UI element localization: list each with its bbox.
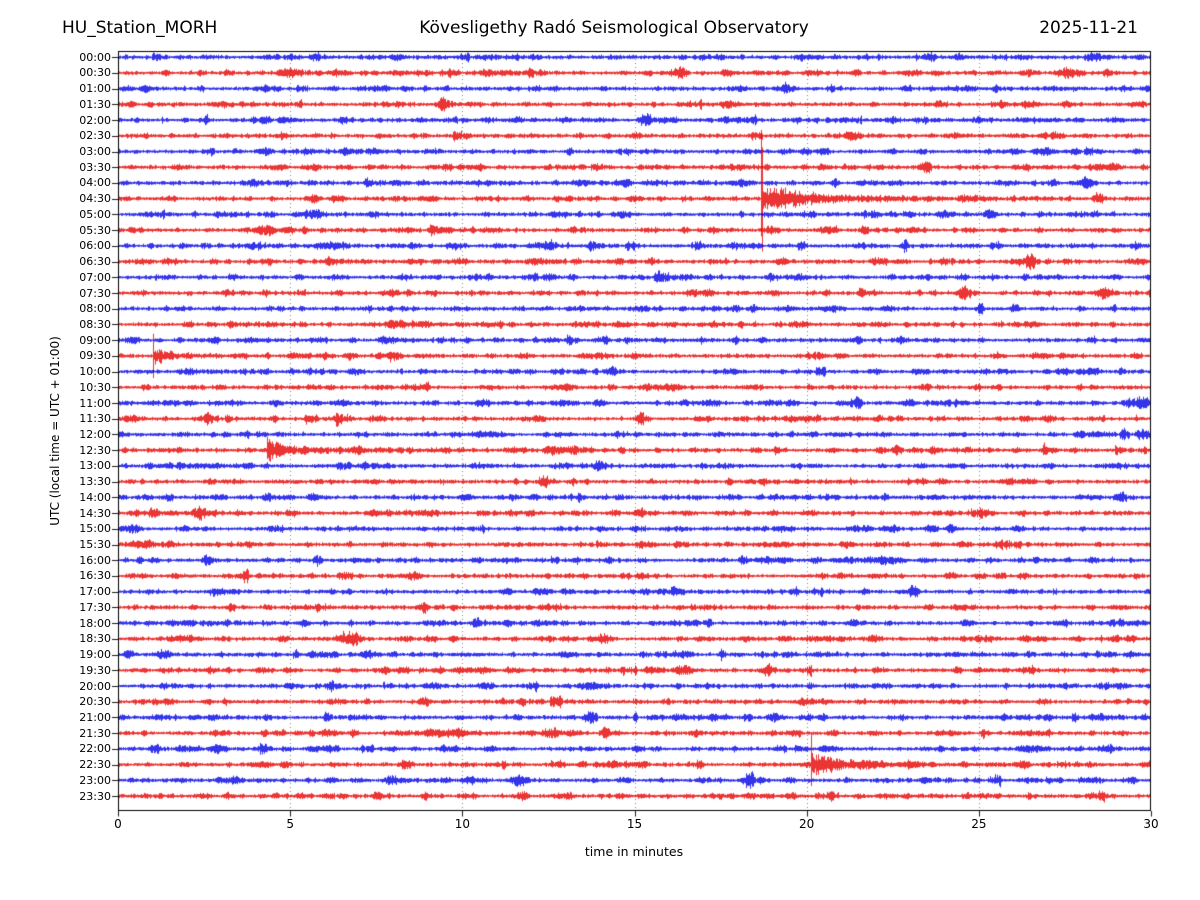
y-tick-label: 04:00 bbox=[79, 176, 111, 190]
y-tick-label: 08:30 bbox=[79, 317, 111, 331]
y-tick-label: 11:30 bbox=[79, 412, 111, 426]
y-tick-label: 15:30 bbox=[79, 538, 111, 552]
y-tick-label: 02:00 bbox=[79, 113, 111, 127]
y-tick-label: 05:30 bbox=[79, 223, 111, 237]
y-tick-label: 12:30 bbox=[79, 443, 111, 457]
y-tick-label: 06:00 bbox=[79, 239, 111, 253]
x-tick-label: 25 bbox=[971, 817, 987, 831]
y-tick-label: 20:30 bbox=[79, 695, 111, 709]
y-tick-label: 00:00 bbox=[79, 50, 111, 64]
y-tick-label: 21:00 bbox=[79, 710, 111, 724]
y-tick-label: 09:30 bbox=[79, 349, 111, 363]
y-tick-label: 09:00 bbox=[79, 333, 111, 347]
y-tick-label: 03:00 bbox=[79, 145, 111, 159]
x-tick-label: 10 bbox=[454, 817, 470, 831]
y-tick-label: 13:00 bbox=[79, 459, 111, 473]
y-tick-label: 08:00 bbox=[79, 302, 111, 316]
observatory-title: Kövesligethy Radó Seismological Observat… bbox=[419, 18, 809, 38]
y-tick-label: 19:00 bbox=[79, 648, 111, 662]
y-tick-label: 01:30 bbox=[79, 97, 111, 111]
y-tick-label: 17:00 bbox=[79, 585, 111, 599]
y-tick-label: 04:30 bbox=[79, 192, 111, 206]
y-tick-label: 05:00 bbox=[79, 207, 111, 221]
x-tick-label: 20 bbox=[799, 817, 815, 831]
y-tick-label: 12:00 bbox=[79, 427, 111, 441]
x-tick-label: 5 bbox=[286, 817, 294, 831]
station-title: HU_Station_MORH bbox=[62, 18, 218, 38]
y-tick-label: 22:30 bbox=[79, 758, 111, 772]
y-tick-label: 22:00 bbox=[79, 742, 111, 756]
y-tick-label: 07:30 bbox=[79, 286, 111, 300]
y-tick-label: 07:00 bbox=[79, 270, 111, 284]
y-tick-label: 15:00 bbox=[79, 522, 111, 536]
y-tick-label: 13:30 bbox=[79, 475, 111, 489]
y-tick-label: 17:30 bbox=[79, 600, 111, 614]
y-tick-label: 20:00 bbox=[79, 679, 111, 693]
y-tick-label: 10:00 bbox=[79, 365, 111, 379]
y-tick-label: 18:30 bbox=[79, 632, 111, 646]
y-tick-label: 18:00 bbox=[79, 616, 111, 630]
y-tick-label: 02:30 bbox=[79, 129, 111, 143]
date-label: 2025-11-21 bbox=[1039, 18, 1138, 38]
y-tick-label: 19:30 bbox=[79, 663, 111, 677]
y-tick-label: 16:00 bbox=[79, 553, 111, 567]
x-axis-label: time in minutes bbox=[584, 844, 684, 859]
y-tick-label: 10:30 bbox=[79, 380, 111, 394]
y-tick-label: 16:30 bbox=[79, 569, 111, 583]
x-tick-label: 30 bbox=[1143, 817, 1159, 831]
y-tick-label: 11:00 bbox=[79, 396, 111, 410]
y-tick-label: 00:30 bbox=[79, 66, 111, 80]
y-tick-label: 23:00 bbox=[79, 773, 111, 787]
y-tick-label: 14:00 bbox=[79, 490, 111, 504]
y-tick-label: 06:30 bbox=[79, 255, 111, 269]
x-tick-label: 0 bbox=[114, 817, 122, 831]
x-tick-label: 15 bbox=[626, 817, 643, 831]
y-tick-label: 01:00 bbox=[79, 82, 111, 96]
y-tick-label: 21:30 bbox=[79, 726, 111, 740]
y-tick-label: 03:30 bbox=[79, 160, 111, 174]
y-tick-label: 23:30 bbox=[79, 789, 111, 803]
y-tick-label: 14:30 bbox=[79, 506, 111, 520]
